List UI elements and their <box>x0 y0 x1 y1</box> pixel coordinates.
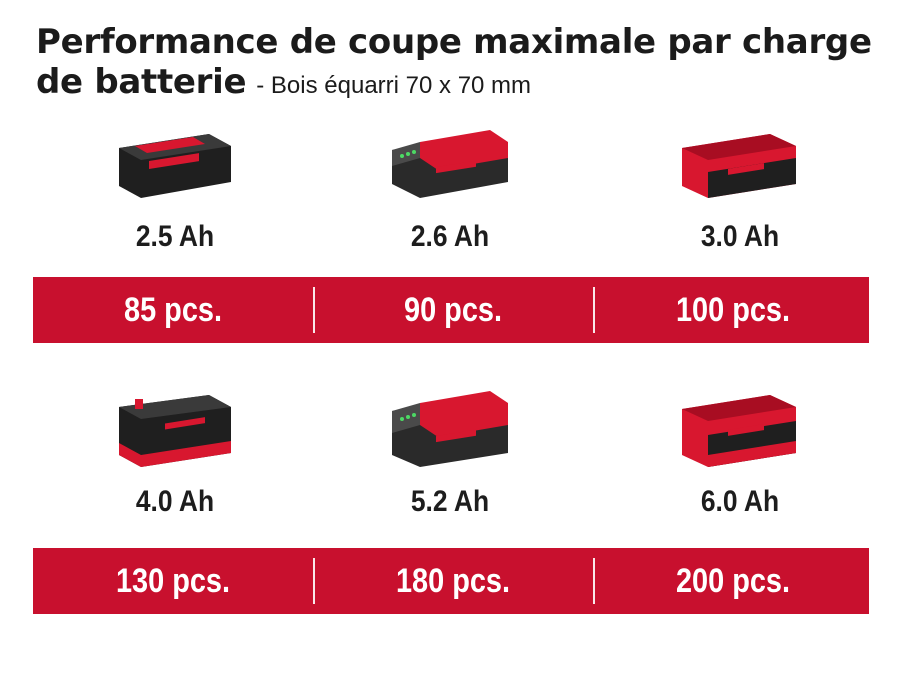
performance-band-1: 85 pcs. 90 pcs. 100 pcs. <box>33 277 869 343</box>
battery-5-2ah-icon <box>392 391 508 467</box>
cuts-value: 90 pcs. <box>403 291 503 329</box>
battery-card: 5.2 Ah <box>320 385 580 525</box>
battery-card: 6.0 Ah <box>610 385 870 525</box>
capacity-label: 2.6 Ah <box>410 220 490 253</box>
battery-2-6ah-icon <box>392 130 508 198</box>
battery-card: 2.6 Ah <box>320 120 580 260</box>
cuts-value: 85 pcs. <box>123 291 223 329</box>
divider <box>313 558 315 604</box>
title-text: Performance de coupe maximale par charge… <box>36 22 872 102</box>
divider <box>313 287 315 333</box>
battery-4-0ah-icon <box>119 395 231 467</box>
capacity-label: 5.2 Ah <box>410 485 490 518</box>
cuts-value: 100 pcs. <box>675 291 791 329</box>
capacity-label: 3.0 Ah <box>700 220 780 253</box>
cuts-value: 200 pcs. <box>675 562 791 600</box>
page-title: Performance de coupe maximale par charge… <box>36 22 876 106</box>
battery-6-0ah-icon <box>682 395 796 467</box>
battery-card: 4.0 Ah <box>45 385 305 525</box>
battery-3-0ah-icon <box>682 134 796 198</box>
cuts-value: 130 pcs. <box>115 562 231 600</box>
capacity-label: 6.0 Ah <box>700 485 780 518</box>
performance-band-2: 130 pcs. 180 pcs. 200 pcs. <box>33 548 869 614</box>
divider <box>593 558 595 604</box>
battery-card: 2.5 Ah <box>45 120 305 260</box>
capacity-label: 4.0 Ah <box>135 485 215 518</box>
divider <box>593 287 595 333</box>
page-subtitle: - Bois équarri 70 x 70 mm <box>256 72 532 99</box>
capacity-label: 2.5 Ah <box>135 220 215 253</box>
battery-2-5ah-icon <box>119 134 231 198</box>
cuts-value: 180 pcs. <box>395 562 511 600</box>
battery-card: 3.0 Ah <box>610 120 870 260</box>
